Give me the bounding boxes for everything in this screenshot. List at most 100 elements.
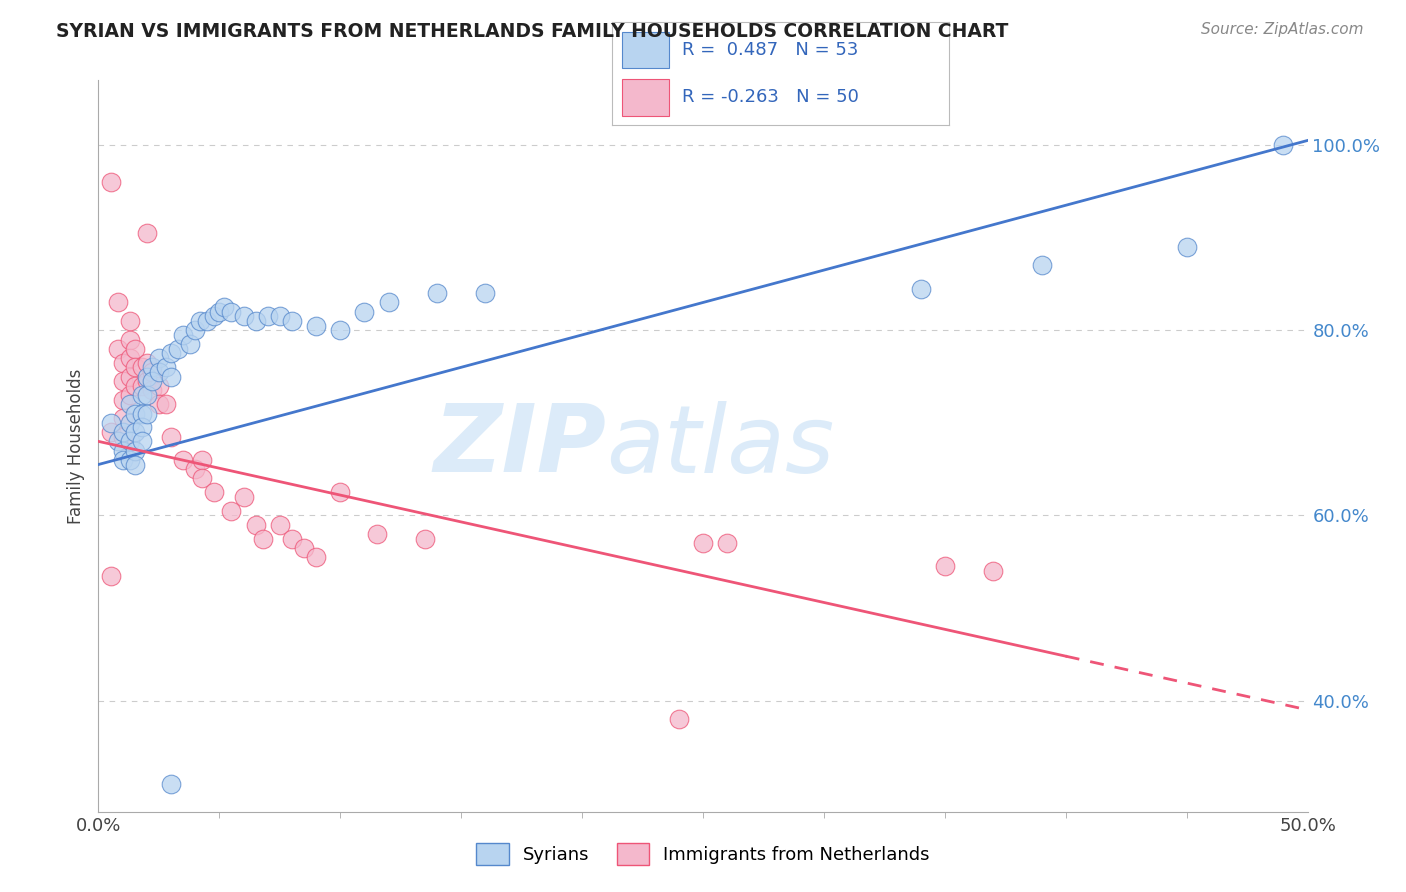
Point	[179, 337, 201, 351]
Point	[141, 360, 163, 375]
Text: atlas: atlas	[606, 401, 835, 491]
Point	[118, 397, 141, 411]
Legend: Syrians, Immigrants from Netherlands: Syrians, Immigrants from Netherlands	[468, 836, 938, 872]
Point	[245, 314, 267, 328]
Point	[111, 411, 134, 425]
Point	[292, 541, 315, 555]
Point	[329, 323, 352, 337]
Point	[212, 300, 235, 314]
Text: ZIP: ZIP	[433, 400, 606, 492]
Point	[131, 388, 153, 402]
Point	[716, 536, 738, 550]
Point	[155, 360, 177, 375]
Point	[1272, 138, 1295, 153]
Point	[426, 286, 449, 301]
Point	[135, 226, 157, 240]
Point	[934, 559, 956, 574]
Point	[172, 327, 194, 342]
Point	[111, 453, 134, 467]
Point	[118, 369, 141, 384]
Point	[124, 360, 146, 375]
Point	[118, 351, 141, 365]
Point	[141, 374, 163, 388]
Point	[135, 356, 157, 370]
Point	[100, 425, 122, 439]
Y-axis label: Family Households: Family Households	[66, 368, 84, 524]
Point	[184, 462, 207, 476]
Point	[124, 379, 146, 393]
Point	[124, 443, 146, 458]
Point	[118, 388, 141, 402]
Text: R =  0.487   N = 53: R = 0.487 N = 53	[682, 41, 859, 59]
Point	[111, 374, 134, 388]
Point	[118, 434, 141, 449]
Point	[111, 430, 134, 444]
Point	[111, 425, 134, 439]
Point	[221, 304, 243, 318]
Point	[353, 304, 375, 318]
Point	[141, 384, 163, 398]
Text: Source: ZipAtlas.com: Source: ZipAtlas.com	[1201, 22, 1364, 37]
Point	[100, 416, 122, 430]
Point	[256, 310, 278, 324]
Point	[208, 304, 231, 318]
Point	[131, 434, 153, 449]
Point	[100, 568, 122, 582]
Point	[131, 360, 153, 375]
Point	[329, 485, 352, 500]
Point	[172, 453, 194, 467]
Point	[195, 314, 218, 328]
Point	[204, 310, 226, 324]
Point	[131, 407, 153, 421]
Point	[135, 374, 157, 388]
Point	[269, 517, 291, 532]
Point	[191, 453, 214, 467]
Point	[910, 282, 932, 296]
Point	[155, 397, 177, 411]
Point	[118, 314, 141, 328]
Point	[474, 286, 496, 301]
Point	[111, 443, 134, 458]
Point	[107, 295, 129, 310]
Text: R = -0.263   N = 50: R = -0.263 N = 50	[682, 88, 859, 106]
Point	[131, 420, 153, 434]
Point	[148, 365, 170, 379]
Point	[135, 388, 157, 402]
Point	[184, 323, 207, 337]
Point	[107, 342, 129, 356]
Point	[160, 369, 183, 384]
Point	[160, 777, 183, 791]
Point	[131, 379, 153, 393]
Point	[124, 342, 146, 356]
Point	[118, 333, 141, 347]
Point	[111, 356, 134, 370]
Point	[160, 346, 183, 360]
Point	[1175, 240, 1198, 254]
Point	[305, 550, 328, 565]
Point	[366, 527, 388, 541]
Point	[377, 295, 399, 310]
Point	[413, 532, 436, 546]
Point	[148, 397, 170, 411]
Point	[191, 471, 214, 485]
Point	[135, 369, 157, 384]
Point	[1031, 259, 1053, 273]
Point	[305, 318, 328, 333]
Bar	[621, 78, 669, 116]
Point	[188, 314, 211, 328]
Bar	[621, 31, 669, 69]
Point	[269, 310, 291, 324]
Point	[204, 485, 226, 500]
Point	[160, 430, 183, 444]
Point	[252, 532, 274, 546]
Point	[281, 532, 304, 546]
Point	[167, 342, 190, 356]
Point	[118, 416, 141, 430]
Point	[981, 564, 1004, 578]
Point	[111, 392, 134, 407]
Point	[281, 314, 304, 328]
Point	[124, 407, 146, 421]
Point	[668, 712, 690, 726]
Point	[232, 310, 254, 324]
Text: SYRIAN VS IMMIGRANTS FROM NETHERLANDS FAMILY HOUSEHOLDS CORRELATION CHART: SYRIAN VS IMMIGRANTS FROM NETHERLANDS FA…	[56, 22, 1008, 41]
